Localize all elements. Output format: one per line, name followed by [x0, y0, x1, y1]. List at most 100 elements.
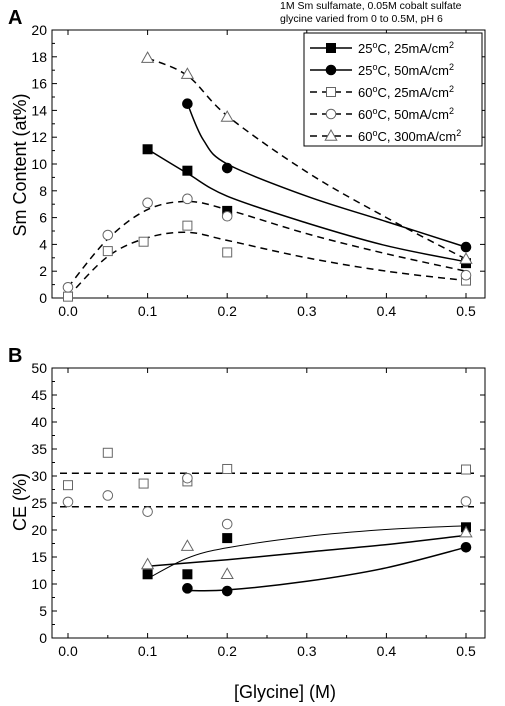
legend-superscript: o [372, 106, 377, 116]
panel-a-series-3-fit-line [67, 231, 467, 298]
panel-a-y-tick-label: 20 [31, 22, 47, 38]
panel-a-series-2-point [182, 98, 193, 109]
panel-a-y-tick-label: 16 [31, 76, 47, 92]
legend-superscript: 2 [449, 62, 454, 72]
panel-b-y-tick-label: 45 [31, 387, 47, 403]
panel-a-series-5-point [459, 252, 473, 264]
panel-a-x-tick-label: 0.5 [456, 303, 476, 319]
legend-label-text: 60 [358, 107, 372, 122]
panel-b-series-1-fit-line [147, 534, 467, 567]
panel-a-x-tick-label: 0.4 [377, 303, 397, 319]
panel-a-series-4-fit-line [67, 200, 467, 288]
panel-a-letter: A [8, 7, 22, 29]
panel-a-y-tick-label: 8 [39, 183, 47, 199]
panel-a-y-tick-label: 18 [31, 49, 47, 65]
panel-a-y-tick-label: 14 [31, 102, 47, 118]
panel-b-series-4-point [102, 490, 114, 501]
panel-a-x-tick-label: 0.1 [138, 303, 158, 319]
legend-label-4: 60oC, 50mA/cm2 [358, 106, 454, 122]
panel-b-y-tick-label: 30 [31, 468, 47, 484]
legend-superscript: o [372, 40, 377, 50]
panel-b-series-2-fit-line [187, 546, 467, 592]
legend-label-text: 60 [358, 85, 372, 100]
panel-b-y-tick-label: 25 [31, 495, 47, 511]
panel-b-y-tick-label: 10 [31, 576, 47, 592]
condition-note-line-2: glycine varied from 0 to 0.5M, pH 6 [280, 13, 443, 25]
panel-a-series-2-point [460, 241, 472, 253]
panel-b-series-3-point [63, 480, 73, 491]
legend-marker-4 [325, 108, 337, 120]
panel-a-series-4-point [102, 229, 114, 241]
panel-b-y-tick-label: 35 [31, 441, 47, 457]
panel-b-x-tick-label: 0.2 [217, 643, 237, 659]
legend-label-text: C, 50mA/cm [377, 63, 449, 78]
panel-b-series-4-point [142, 506, 153, 517]
legend-marker-2 [325, 64, 337, 76]
panel-b-y-tick-label: 50 [31, 360, 47, 376]
panel-a-series-5-point [180, 67, 195, 79]
panel-b-series-3-point [222, 463, 233, 474]
panel-b-y-tick-label: 20 [31, 522, 47, 538]
panel-b-series-4-point [460, 496, 472, 507]
legend-marker-5 [324, 128, 338, 141]
panel-a-series-4-point [142, 197, 153, 209]
panel-b-series-5-point [459, 525, 473, 538]
panel-b-x-tick-label: 0.1 [138, 643, 158, 659]
panel-b-series-3-point [461, 464, 471, 475]
panel-a-series-4-point [460, 269, 472, 281]
panel-a-x-tick-label: 0.3 [297, 303, 317, 319]
legend-label-text: C, 50mA/cm [377, 107, 449, 122]
panel-b-x-tick-label: 0.3 [297, 643, 317, 659]
panel-a-x-tick-label: 0.0 [58, 303, 78, 319]
panel-b-series-5-point [140, 557, 155, 570]
legend-marker-3 [326, 87, 336, 97]
panel-b-series-1-point [182, 569, 193, 580]
panel-a-y-tick-label: 2 [39, 263, 47, 279]
legend-label-5: 60oC, 300mA/cm2 [358, 128, 461, 144]
panel-b-series-5-point [180, 539, 195, 551]
panel-b-series-1-point [142, 569, 153, 580]
panel-a-y-tick-label: 0 [39, 290, 47, 306]
panel-b-frame [51, 367, 486, 639]
legend-label-text: 25 [358, 41, 372, 56]
panel-b-series-4-point [221, 518, 233, 530]
panel-a-series-3-point [222, 247, 233, 258]
panel-b-series-5-fit-line [147, 525, 467, 580]
panel-a-series-3-point [138, 236, 149, 247]
panel-b-series-1-point [222, 533, 233, 544]
panel-b-letter: B [8, 345, 22, 367]
panel-b-x-tick-label: 0.5 [456, 643, 476, 659]
x-axis-title: [Glycine] (M) [234, 682, 336, 702]
legend-label-2: 25oC, 50mA/cm2 [358, 62, 454, 78]
panel-a-series-1-point [182, 165, 193, 176]
legend-superscript: 2 [456, 128, 461, 138]
panel-a-y-tick-label: 6 [39, 210, 47, 226]
panel-b-y-tick-label: 0 [39, 630, 47, 646]
panel-a-y-tick-label: 10 [31, 156, 47, 172]
panel-a-y-tick-label: 12 [31, 129, 47, 145]
legend-label-text: C, 300mA/cm [377, 129, 456, 144]
panel-a-series-3-point [182, 220, 193, 231]
panel-a-series-4-point [62, 281, 74, 293]
panel-a-series-1-point [142, 144, 153, 155]
panel-b-series-4-point [182, 472, 193, 484]
panel-b-series-3-point [138, 478, 149, 489]
legend-label-text: 60 [358, 129, 372, 144]
legend-label-text: 25 [358, 63, 372, 78]
panel-b-x-tick-label: 0.4 [377, 643, 397, 659]
legend-marker-1 [326, 43, 336, 53]
condition-note-line-1: 1M Sm sulfamate, 0.05M cobalt sulfate [280, 0, 462, 12]
panel-b-x-tick-label: 0.0 [58, 643, 78, 659]
legend-superscript: o [372, 128, 377, 138]
panel-a-plot: 0.0 0.1 0.2 0.3 0.4 0.5 0 2 4 6 8 10 12 14 16 18 20 [31, 22, 486, 319]
panel-a-series-5-point [220, 110, 234, 122]
panel-b-y-tick-label: 15 [31, 549, 47, 565]
panel-b-series-4-point [62, 496, 74, 508]
legend-superscript: 2 [449, 106, 454, 116]
panel-b-y-tick-label: 40 [31, 414, 47, 430]
legend-label-1: 25oC, 25mA/cm2 [358, 40, 454, 56]
panel-a-series-2-point [221, 162, 233, 174]
panel-a-series-5-point [140, 51, 155, 63]
